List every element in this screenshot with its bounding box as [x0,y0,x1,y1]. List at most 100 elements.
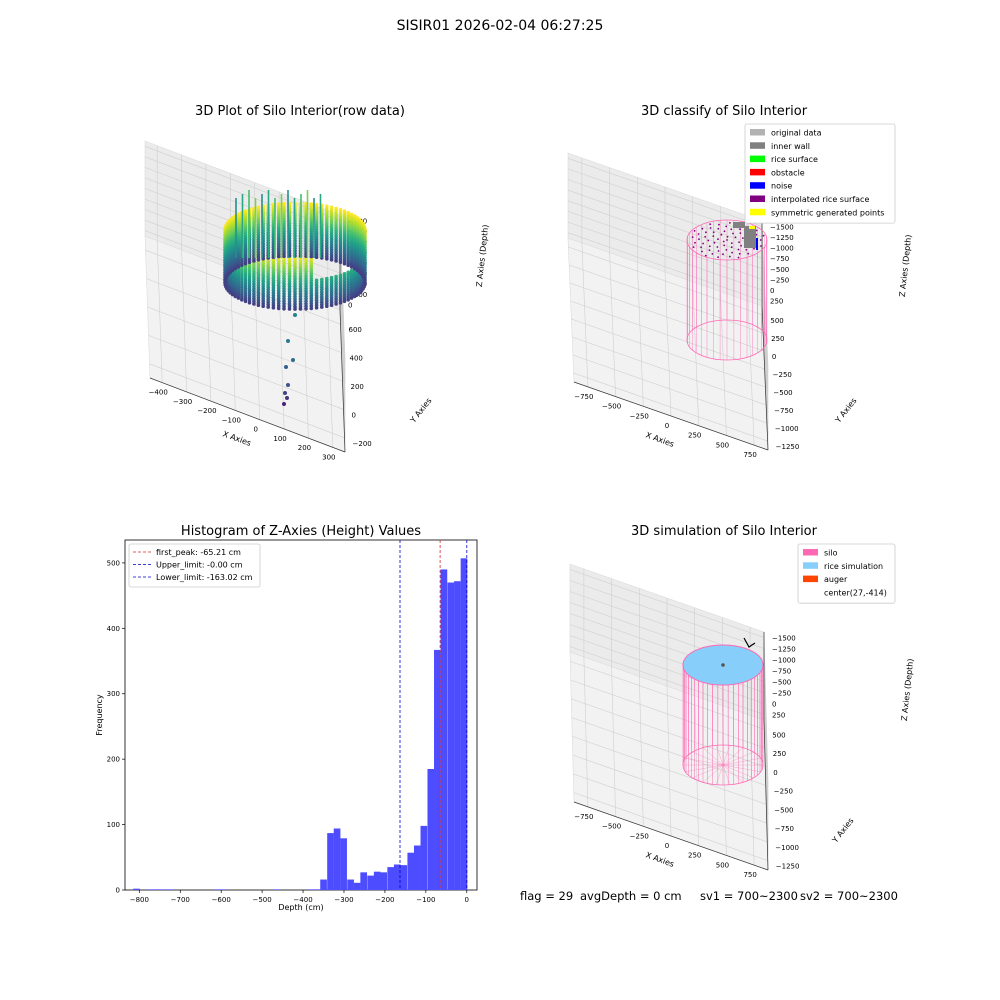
plot1-data-point [233,277,238,281]
plot1-data-point [252,289,256,294]
plot1-data-point [233,272,238,276]
plot1-data-point [334,284,338,289]
plot1-data-point [271,273,276,278]
histogram-y-tick-label: 100 [107,821,120,829]
plot1-data-point [287,299,292,304]
plot1-data-point [346,235,351,240]
plot1-data-point [352,214,357,218]
plot2-x-tick-label: 250 [688,432,701,440]
plot1-data-point [334,249,338,253]
plot1-data-point [276,252,281,256]
plot2-interpolated-point [742,237,744,240]
plot1-data-point [334,299,338,304]
plot1-data-point [256,243,261,247]
plot1-data-point [256,265,261,270]
histogram-bar [353,882,361,890]
plot2-interpolated-point [739,232,742,235]
plot1-data-point [325,294,329,299]
plot1-data-point [293,287,297,291]
plot1-data-point [314,207,319,212]
plot1-data-point [293,262,297,266]
plot4-x-tick-label: 500 [716,861,729,869]
plot1-data-point [247,285,252,290]
plot1-data-point [314,288,319,293]
histogram-bar [373,871,381,890]
plot1-data-point [314,240,319,244]
histogram-bar [387,867,395,890]
plot1-data-point [240,263,244,268]
plot1-data-point [334,221,338,226]
plot1-data-point [266,282,271,287]
plot1-data-point [236,217,241,222]
plot1-data-point [247,300,252,305]
plot1-data-point [320,300,324,304]
plot1-data-point [256,208,261,212]
plot1-data-point [261,299,266,304]
plot1-data-point [247,258,252,262]
plot2-interpolated-point [712,235,715,238]
plot1-data-point [309,249,314,254]
plot1-data-point [276,301,281,306]
plot1-data-point [325,252,329,256]
plot1-data-point [252,282,256,286]
plot2-interpolated-point [722,240,725,243]
plot1-data-point [236,262,241,267]
plot1-data-point [352,231,357,236]
plot1-data-point [282,214,286,218]
plot1-data-point [243,211,248,216]
plot1-data-point [247,293,252,298]
plot2-y-axis-label: Y Axies [833,396,859,425]
plot1-data-point [338,230,343,235]
plot1-data-point [349,235,354,239]
plot1-data-point [256,228,261,232]
plot1-data-point [243,287,248,291]
plot1-data-point [287,264,292,269]
plot2-x-tick-label: −500 [602,403,621,411]
plot1-data-point [352,279,357,284]
plot1-data-point [314,250,319,254]
plot1-data-point [298,287,303,291]
plot1-data-point [256,218,261,222]
plot1-data-point [282,236,286,241]
plot1-raw-data: −400 −300 −200 −100 0 100 200 300 −200 0 200 400 600… [144,140,490,461]
plot1-data-point [349,255,354,259]
plot4-y-axis-line [763,719,769,871]
plot1-data-point [314,227,319,232]
plot4-legend-swatch [803,549,818,556]
plot1-data-point [230,248,235,253]
plot1-data-point [271,286,276,290]
plot1-data-point [320,297,324,302]
plot1-data-point [349,217,354,222]
plot1-data-point [261,304,266,309]
plot1-data-point [233,274,238,279]
plot1-data-point [261,261,266,266]
histogram-x-tick-label: −800 [130,896,149,904]
plot1-data-point [329,228,334,232]
plot1-data-point [256,290,261,295]
plot1-data-point [314,306,319,310]
plot1-data-point [282,234,286,238]
plot2-interpolated-point [720,233,723,236]
plot1-data-point [342,284,347,289]
plot1-data-point [236,245,241,249]
plot2-interpolated-point [739,228,741,231]
plot1-data-point [352,269,357,274]
plot1-data-point [334,224,338,228]
plot1-data-point [293,259,297,264]
plot2-z-tick-label: −500 [770,266,789,274]
plot4-x-tick-label: 750 [743,871,756,879]
plot1-data-point [334,241,338,246]
plot1-data-point [256,303,261,308]
plot1-data-point [298,297,303,301]
plot1-data-point [314,210,319,214]
plot4-x-tick-label: −500 [602,823,621,831]
plot2-interpolated-point [759,239,762,241]
plot1-y-tick-label: 600 [349,326,362,334]
plot1-data-point [236,212,241,217]
plot2-y-tick-label: −250 [773,371,792,379]
plot1-data-point [334,302,338,306]
plot1-data-point [230,233,235,238]
plot1-data-point [320,287,324,292]
plot2-x-axis-label: X Axies [644,430,675,449]
plot4-z-tick-label: −250 [772,690,791,698]
